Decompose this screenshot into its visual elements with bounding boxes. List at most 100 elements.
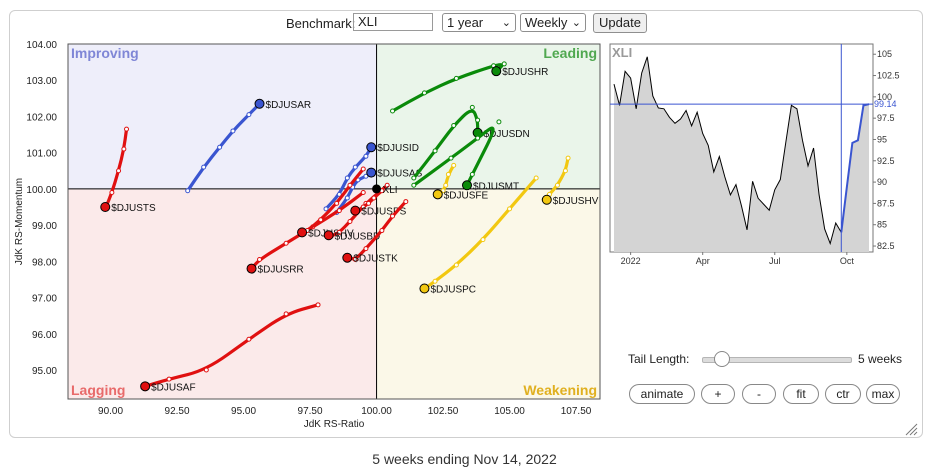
series-djusts: $DJUSTS (100, 126, 156, 214)
plot-border (67, 43, 601, 400)
y-tick-label: 99.00 (32, 221, 57, 232)
quadrant-label: Leading (543, 45, 597, 61)
x-tick-label: 105.00 (494, 406, 525, 417)
price-y-tick-label: 97.5 (877, 113, 895, 123)
head-point (246, 263, 257, 274)
tail-point (366, 200, 372, 206)
price-y-tick-label: 105 (877, 49, 892, 59)
quadrant-label: Weakening (523, 382, 597, 398)
tail-point (390, 108, 396, 114)
series-djushr: $DJUSHR (390, 61, 548, 114)
tail-point (246, 336, 252, 342)
series-djusps: $DJUSPS (350, 188, 407, 218)
y-tick-label: 104.00 (26, 40, 57, 51)
update-button[interactable]: Update (593, 13, 647, 33)
y-tick-label: 102.00 (26, 112, 57, 123)
animate-button[interactable]: animate (629, 384, 695, 404)
price-y-tick-label: 92.5 (877, 156, 895, 166)
tail-point (360, 166, 366, 172)
head-point (491, 66, 502, 77)
price-chart-title: XLI (612, 45, 632, 60)
period-select[interactable]: 1 year ⌄ (442, 13, 516, 32)
period-select-value: 1 year (447, 15, 484, 30)
series-djusid: $DJUSID (323, 142, 419, 212)
tail-point (421, 90, 427, 96)
x-tick-label: 107.50 (561, 406, 592, 417)
resize-handle-icon[interactable] (904, 422, 918, 436)
series-djusar: $DJUSAR (185, 98, 311, 194)
frequency-select[interactable]: Weekly ⌄ (520, 13, 586, 32)
head-point (350, 205, 361, 216)
tail-point (443, 182, 449, 188)
y-tick-label: 95.00 (32, 366, 57, 377)
head-point (541, 194, 552, 205)
price-x-tick-label: Jul (769, 256, 781, 266)
chevron-down-icon: ⌄ (571, 17, 581, 29)
tail-point (411, 175, 417, 181)
y-tick-label: 98.00 (32, 257, 57, 268)
quadrant-lagging (68, 188, 377, 399)
y-tick-label: 103.00 (26, 76, 57, 87)
tail-point (403, 199, 409, 205)
tail-point (323, 206, 329, 212)
head-point (432, 189, 443, 200)
zoom-in-button[interactable]: + (701, 384, 735, 404)
tail-point (379, 228, 385, 234)
max-button[interactable]: max (866, 384, 900, 404)
price-y-tick-label: 100 (877, 92, 892, 102)
center-button[interactable]: ctr (825, 384, 861, 404)
tail-point (347, 219, 353, 224)
benchmark-label: XLI (383, 185, 398, 196)
head-point (297, 227, 308, 238)
head-point (462, 180, 472, 191)
tail-length-slider[interactable] (702, 357, 852, 363)
benchmark-label: Benchmark: (286, 16, 356, 31)
price-y-tick-label: 82.5 (877, 241, 895, 251)
series-label: $DJUSMT (473, 181, 519, 192)
tail-point (562, 168, 568, 174)
price-x-tick-label: Apr (696, 256, 710, 266)
x-axis-label: JdK RS-Ratio (304, 419, 365, 430)
tail-point (201, 164, 207, 170)
tail-point (283, 240, 289, 246)
series-label: $DJUSPS (361, 207, 406, 218)
tail-point (565, 155, 571, 161)
series-djuspc: $DJUSPC (419, 175, 539, 296)
tail-point (469, 171, 475, 177)
current-value-label: 99.14 (874, 99, 897, 109)
series-label: $DJUSID (377, 143, 419, 154)
fit-button[interactable]: fit (783, 384, 819, 404)
head-point (366, 142, 377, 153)
tail-length-label: Tail Length: (628, 352, 690, 366)
price-y-tick-label: 87.5 (877, 198, 895, 208)
y-tick-label: 101.00 (26, 149, 57, 160)
series-label: $DJUSDN (484, 129, 530, 140)
tail-point (451, 162, 457, 168)
quadrant-improving (68, 44, 377, 189)
tail-point (469, 104, 475, 110)
quadrant-label: Lagging (71, 382, 125, 398)
tail-point (334, 200, 340, 206)
tail-point (246, 112, 252, 118)
tail-point (336, 208, 342, 214)
tail-point (501, 61, 507, 67)
y-axis-label: JdK RS-Momentum (14, 178, 25, 265)
series-label: $DJUSAF (151, 382, 195, 393)
zoom-out-button[interactable]: - (742, 384, 776, 404)
tail-point (496, 119, 502, 125)
tail-point (185, 188, 191, 194)
chevron-down-icon: ⌄ (501, 17, 511, 29)
series-label: $DJUSPC (430, 285, 476, 296)
benchmark-input[interactable]: XLI (353, 13, 433, 31)
x-tick-label: 97.50 (298, 406, 323, 417)
series-label: $DJUSAS (377, 169, 422, 180)
frequency-select-value: Weekly (525, 15, 568, 30)
tail-point (432, 148, 438, 154)
y-tick-label: 96.00 (32, 330, 57, 341)
tail-length-slider-handle[interactable] (714, 351, 730, 367)
x-tick-label: 90.00 (98, 406, 123, 417)
series-label: $DJUSBD (335, 231, 381, 242)
series-tail (143, 303, 320, 388)
x-tick-label: 102.50 (428, 406, 459, 417)
